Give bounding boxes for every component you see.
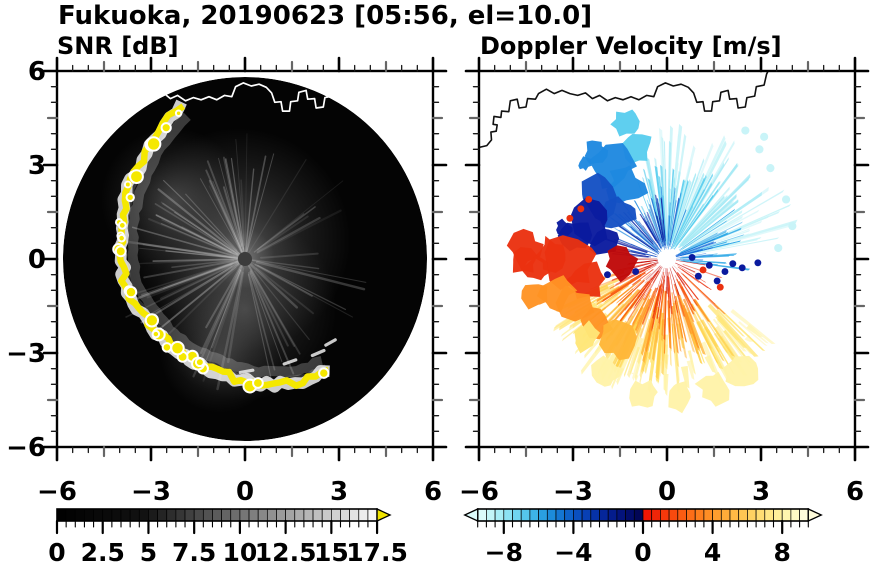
snr-axes: −6 −3 0 3 6 6 3 0 −3 −6: [6, 56, 448, 507]
x-tick-label: 3: [330, 477, 348, 507]
velocity-scan: [479, 71, 798, 414]
colorbar-tick-label: 7.5: [172, 538, 216, 567]
y-tick-label: −6: [6, 433, 46, 463]
colorbar-tick-label: 4: [704, 538, 721, 567]
y-tick-label: 3: [28, 151, 46, 181]
x-tick-label: −6: [459, 477, 499, 507]
x-tick-label: 6: [846, 477, 864, 507]
snr-coastline: [57, 71, 348, 149]
velocity-panel-title: Doppler Velocity [m/s]: [480, 32, 782, 60]
velocity-coastline: [479, 71, 770, 149]
x-tick-label: −6: [37, 477, 77, 507]
colorbar-tick-label: 8: [773, 538, 790, 567]
x-tick-label: −3: [553, 477, 593, 507]
radar-center-dot-left: [238, 252, 252, 266]
x-tick-label: 0: [658, 477, 676, 507]
y-tick-label: 0: [28, 245, 46, 275]
colorbar-tick-label: −8: [485, 538, 523, 567]
x-tick-label: 3: [752, 477, 770, 507]
colorbar-tick-label: 12.5: [255, 538, 317, 567]
colorbar-tick-label: 17.5: [346, 538, 408, 567]
colorbar-tick-label: −4: [554, 538, 592, 567]
figure-title: Fukuoka, 20190623 [05:56, el=10.0]: [58, 1, 593, 31]
x-tick-label: 0: [236, 477, 254, 507]
colorbar-tick-label: 15: [314, 538, 349, 567]
radar-center-dot-right: [657, 249, 677, 269]
y-tick-label: 6: [28, 57, 46, 87]
y-tick-label: −3: [6, 339, 46, 369]
colorbar-tick-label: 5: [140, 538, 157, 567]
velocity-axes: −6 −3 0 3 6: [459, 56, 870, 507]
x-tick-label: 6: [424, 477, 442, 507]
velocity-colorbar: −8 −4 0 4 8: [463, 507, 823, 567]
colorbar-tick-label: 10: [223, 538, 258, 567]
snr-scan: [63, 77, 427, 441]
x-tick-label: −3: [131, 477, 171, 507]
colorbar-tick-label: 0: [48, 538, 65, 567]
snr-panel-title: SNR [dB]: [57, 32, 179, 60]
colorbar-tick-label: 2.5: [81, 538, 125, 567]
colorbar-tick-label: 0: [634, 538, 651, 567]
